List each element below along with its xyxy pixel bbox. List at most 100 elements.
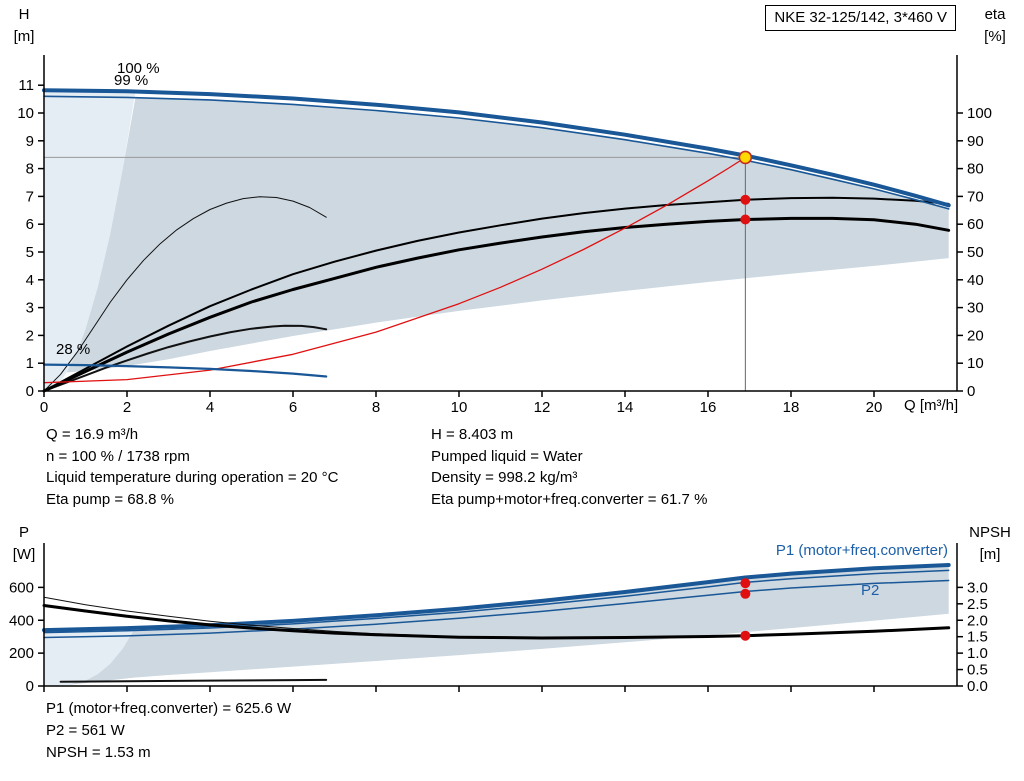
hq-eta-chart: 0 2 4 6 8 10 12 14 16 18 2001234567891011010203040…	[17, 55, 992, 416]
y-left-tick-label: 2	[26, 327, 34, 344]
eta-total-point	[740, 214, 751, 225]
p2-curve	[43, 579, 950, 639]
info-p2: P2 = 561 W	[46, 722, 125, 739]
x-tick-label: 20	[866, 399, 883, 416]
y-right-tick-label: 3.0	[967, 579, 988, 596]
info-head: H = 8.403 m	[431, 426, 514, 443]
min-speed-power-curve	[59, 678, 328, 683]
y-right-tick-label: 40	[967, 272, 984, 289]
speed-label-99: 99 %	[114, 72, 149, 89]
eta-total-curve	[42, 216, 951, 393]
y-right-tick-label: 80	[967, 161, 984, 178]
info-q: Q = 16.9 m³/h	[46, 426, 139, 443]
x-tick-label: 0	[40, 399, 48, 416]
p-axis-title-line2: [W]	[12, 546, 36, 563]
info-density: Density = 998.2 kg/m³	[431, 469, 578, 486]
eta-pump-curve	[43, 196, 950, 392]
p1-point	[740, 578, 751, 589]
npsh-axis-title: NPSH [m]	[960, 522, 1020, 566]
y-right-tick-label: 2.0	[967, 612, 988, 629]
x-tick-label: 10	[451, 399, 468, 416]
y-left-tick-label: 7	[26, 188, 34, 205]
eta-axis-title-line2: [%]	[984, 28, 1006, 45]
y-left-tick-label: 0	[26, 383, 34, 400]
speed-label-28: 28 %	[56, 341, 91, 358]
y-left-tick-label: 10	[17, 105, 34, 122]
p-axis-title: P [W]	[4, 522, 44, 566]
h-axis-title-line2: [m]	[13, 28, 35, 45]
pump-curve-28pct	[42, 363, 328, 378]
p2-point	[740, 588, 751, 599]
y-left-tick-label: 400	[9, 612, 34, 629]
y-right-tick-label: 50	[967, 244, 984, 261]
eta-curve-reduced-speed	[43, 196, 327, 392]
power-envelope-light	[44, 627, 136, 686]
y-right-tick-label: 20	[967, 327, 984, 344]
h-axis-title: H [m]	[4, 4, 44, 48]
aux-low-speed-curve	[43, 324, 328, 392]
operating-envelope	[66, 98, 949, 373]
pump-model-title: NKE 32-125/142, 3*460 V	[765, 5, 956, 31]
p2-curve-label: P2	[861, 582, 880, 599]
x-tick-label: 8	[372, 399, 380, 416]
control-curve	[43, 156, 746, 384]
eta-pump-point	[740, 194, 751, 205]
y-left-tick-label: 9	[26, 133, 34, 150]
x-tick-label: 2	[123, 399, 131, 416]
y-left-tick-label: 200	[9, 645, 34, 662]
y-right-tick-label: 90	[967, 133, 984, 150]
y-left-tick-label: 6	[26, 216, 34, 233]
q-axis-title: Q [m³/h]	[904, 397, 959, 414]
npsh-point	[740, 630, 751, 641]
info-p1: P1 (motor+freq.converter) = 625.6 W	[46, 700, 292, 717]
x-tick-label: 18	[783, 399, 800, 416]
y-right-tick-label: 30	[967, 300, 984, 317]
x-tick-label: 16	[700, 399, 717, 416]
x-tick-label: 14	[617, 399, 634, 416]
operating-envelope-light	[44, 90, 136, 391]
npsh-axis-title-line1: NPSH	[969, 524, 1011, 541]
y-right-tick-label: 1.0	[967, 645, 988, 662]
info-eta-total: Eta pump+motor+freq.converter = 61.7 %	[431, 491, 708, 508]
y-right-tick-label: 100	[967, 105, 992, 122]
pump-curve-100pct	[42, 88, 951, 208]
y-right-tick-label: 60	[967, 216, 984, 233]
info-eta-pump: Eta pump = 68.8 %	[46, 491, 174, 508]
duty-point[interactable]	[738, 150, 753, 165]
y-left-tick-label: 4	[26, 272, 34, 289]
y-right-tick-label: 0	[967, 383, 975, 400]
p1-curve-label: P1 (motor+freq.converter)	[775, 542, 948, 559]
info-npsh: NPSH = 1.53 m	[46, 744, 151, 761]
x-tick-label: 12	[534, 399, 551, 416]
x-tick-label: 6	[289, 399, 297, 416]
y-right-tick-label: 2.5	[967, 596, 988, 613]
y-right-tick-label: 70	[967, 188, 984, 205]
y-right-tick-label: 0.5	[967, 662, 988, 679]
p1-curve-99pct	[43, 569, 950, 634]
y-left-tick-label: 3	[26, 300, 34, 317]
x-tick-label: 4	[206, 399, 214, 416]
info-speed: n = 100 % / 1738 rpm	[46, 448, 190, 465]
speed-label-100: 100 %	[117, 60, 160, 77]
info-liquid-temp: Liquid temperature during operation = 20…	[46, 469, 339, 486]
p-axis-title-line1: P	[18, 524, 29, 541]
eta-axis-title: eta [%]	[970, 4, 1020, 48]
y-left-tick-label: 600	[9, 579, 34, 596]
y-right-tick-label: 1.5	[967, 629, 988, 646]
y-right-tick-label: 10	[967, 355, 984, 372]
power-envelope	[66, 565, 949, 685]
npsh-curve	[42, 604, 951, 640]
y-left-tick-label: 1	[26, 355, 34, 372]
h-axis-title-line1: H	[18, 6, 30, 23]
npsh-axis-title-line2: [m]	[979, 546, 1001, 563]
y-left-tick-label: 0	[26, 678, 34, 695]
pump-curve-99pct	[43, 95, 950, 210]
info-pumped-liquid: Pumped liquid = Water	[431, 448, 583, 465]
y-right-tick-label: 0.0	[967, 678, 988, 695]
y-left-tick-label: 11	[18, 77, 34, 94]
eta-axis-title-line1: eta	[984, 6, 1006, 23]
y-left-tick-label: 8	[26, 161, 34, 178]
power-npsh-chart: 0 200 400 600 0.00.51.01.52.02.53.0	[9, 543, 988, 695]
